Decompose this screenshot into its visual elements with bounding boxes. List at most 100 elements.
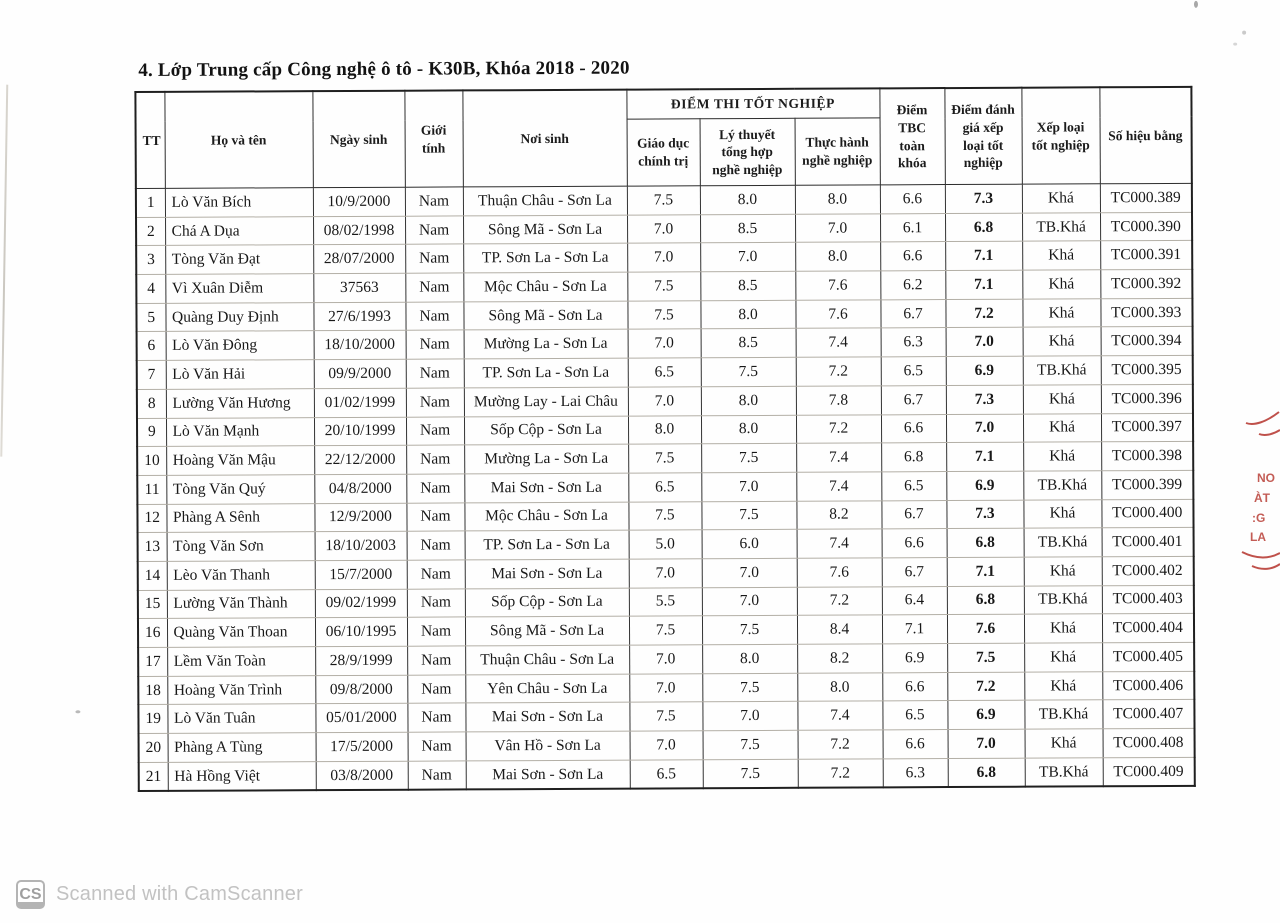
cell-theory: 7.5: [702, 759, 798, 789]
cell-tt: 5: [136, 303, 166, 332]
cell-rank: Khá: [1022, 298, 1101, 328]
cell-gpa: 6.5: [880, 356, 946, 386]
header-theory: Lý thuyết tổng hợp nghề nghiệp: [699, 118, 795, 186]
cell-gpa: 6.9: [882, 643, 948, 673]
cell-politics: 6.5: [627, 357, 701, 387]
cell-practice: 7.6: [795, 299, 881, 329]
cell-rank: Khá: [1022, 241, 1101, 271]
header-dob: Ngày sinh: [312, 90, 405, 188]
cell-tt: 1: [135, 188, 166, 218]
cell-practice: 7.6: [795, 270, 881, 301]
cell-name: Lò Văn Hải: [165, 359, 314, 390]
cell-politics: 7.5: [627, 300, 701, 330]
cell-name: Lường Văn Thành: [166, 589, 315, 619]
student-table-body: 1 Lò Văn Bích 10/9/2000 Nam Thuận Châu - Sơn…: [135, 183, 1195, 792]
cell-politics: 7.5: [628, 443, 702, 473]
cell-politics: 7.5: [627, 271, 701, 301]
cell-politics: 6.5: [628, 472, 702, 502]
header-politics: Giáo dục chính trị: [626, 118, 700, 187]
cell-serial: TC000.403: [1101, 584, 1194, 615]
cell-theory: 8.5: [700, 213, 796, 244]
cell-serial: TC000.407: [1102, 699, 1195, 729]
cell-serial: TC000.391: [1100, 240, 1193, 270]
camscanner-watermark: CS Scanned with CamScanner: [16, 880, 303, 909]
cell-gpa: 6.4: [881, 586, 947, 616]
cell-name: Vì Xuân Diễm: [165, 273, 314, 304]
cell-tt: 6: [136, 331, 166, 361]
cell-pob: Vân Hồ - Sơn La: [465, 731, 630, 761]
cell-gender: Nam: [404, 186, 464, 216]
cell-pob: Mai Sơn - Sơn La: [465, 702, 630, 732]
cell-practice: 8.2: [797, 643, 883, 673]
cell-eval: 7.0: [945, 413, 1024, 443]
cell-theory: 8.5: [700, 328, 796, 358]
cell-dob: 08/02/1998: [313, 215, 406, 246]
cell-gender: Nam: [407, 731, 466, 761]
cell-practice: 7.2: [796, 586, 882, 616]
cell-politics: 5.0: [628, 530, 702, 560]
header-serial: Số hiệu bằng: [1099, 86, 1192, 184]
cell-politics: 7.0: [627, 329, 701, 359]
cell-practice: 7.2: [797, 729, 883, 760]
cell-dob: 15/7/2000: [314, 560, 407, 590]
cell-gpa: 6.7: [880, 299, 946, 329]
cell-name: Quàng Văn Thoan: [166, 617, 316, 648]
cell-politics: 7.5: [629, 702, 703, 732]
cell-serial: TC000.392: [1100, 269, 1193, 299]
cell-gender: Nam: [406, 588, 465, 618]
cell-rank: Khá: [1023, 441, 1102, 472]
cell-name: Hà Hồng Việt: [167, 761, 316, 792]
cell-gpa: 6.6: [882, 672, 948, 702]
cell-gender: Nam: [405, 359, 464, 389]
cell-politics: 7.5: [626, 185, 701, 215]
cell-gender: Nam: [406, 473, 465, 503]
cell-serial: TC000.402: [1101, 556, 1194, 586]
cell-pob: Mường La - Sơn La: [463, 329, 628, 360]
cell-serial: TC000.400: [1101, 498, 1194, 529]
cell-politics: 7.0: [628, 558, 702, 588]
cell-name: Lềm Văn Toàn: [167, 646, 316, 677]
cell-practice: 7.4: [796, 471, 882, 501]
cell-gpa: 6.3: [882, 758, 948, 788]
cell-theory: 8.0: [702, 644, 798, 674]
cell-dob: 09/9/2000: [313, 359, 406, 389]
cell-serial: TC000.389: [1099, 183, 1192, 213]
cell-tt: 12: [137, 503, 167, 533]
cell-dob: 17/5/2000: [315, 732, 408, 762]
cell-dob: 03/8/2000: [315, 760, 408, 791]
cell-practice: 7.2: [795, 357, 881, 387]
scan-speck: [1193, 0, 1198, 8]
cell-dob: 20/10/1999: [313, 416, 407, 446]
cell-eval: 7.2: [945, 298, 1023, 328]
camscanner-watermark-text: Scanned with CamScanner: [56, 883, 303, 905]
cell-gpa: 6.7: [881, 500, 947, 530]
cell-name: Phàng A Tùng: [167, 732, 316, 763]
cell-theory: 7.0: [701, 586, 797, 617]
cell-name: Phàng A Sênh: [166, 503, 315, 533]
paper-edge-artifact: [0, 84, 9, 457]
cell-rank: TB.Khá: [1023, 528, 1102, 558]
cell-theory: 8.0: [700, 300, 796, 330]
cell-theory: 7.0: [700, 242, 796, 272]
cell-theory: 8.5: [700, 271, 796, 301]
cell-eval: 6.9: [947, 700, 1025, 730]
cell-gender: Nam: [407, 760, 466, 791]
cell-gender: Nam: [406, 617, 466, 647]
cell-rank: TB.Khá: [1022, 355, 1101, 385]
cell-name: Chá A Dụa: [165, 216, 314, 246]
cell-name: Quàng Duy Định: [165, 302, 314, 332]
cell-theory: 8.0: [699, 185, 796, 215]
cell-gender: Nam: [405, 387, 464, 417]
scan-speck: [1242, 30, 1247, 35]
cell-eval: 7.3: [944, 184, 1022, 214]
page-title: 4. Lớp Trung cấp Công nghệ ô tô - K30B, …: [138, 57, 630, 82]
scan-speck: [75, 710, 81, 714]
cell-eval: 7.1: [946, 557, 1024, 587]
cell-politics: 7.0: [627, 243, 701, 273]
cell-theory: 7.0: [701, 558, 797, 588]
cell-rank: Khá: [1022, 269, 1101, 299]
header-tt: TT: [135, 91, 165, 189]
cell-rank: TB.Khá: [1023, 470, 1102, 500]
cell-serial: TC000.390: [1099, 212, 1193, 242]
cell-theory: 8.0: [700, 414, 797, 444]
